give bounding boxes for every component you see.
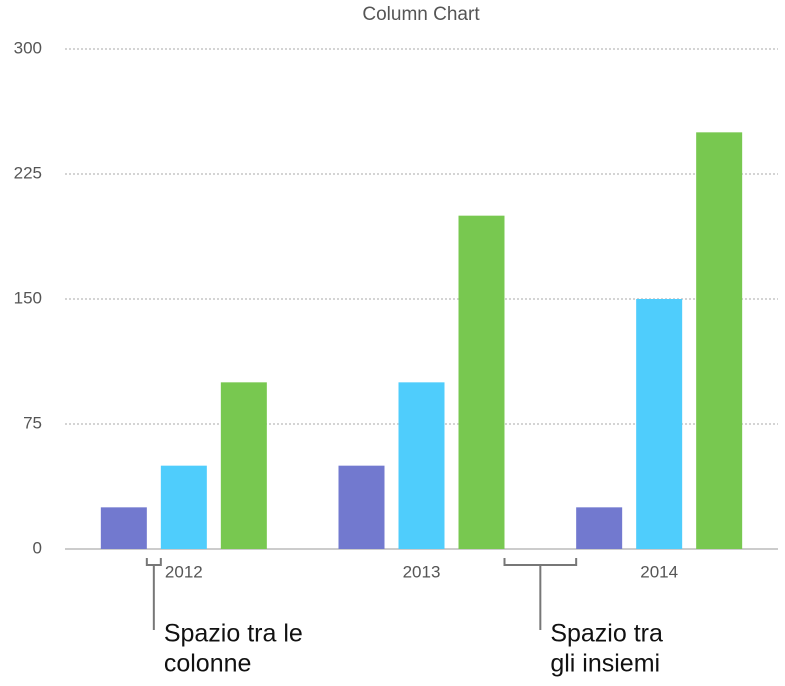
bar [696, 132, 743, 550]
annotation-text: gli insiemi [550, 650, 660, 678]
annotation-text: Spazio tra le [164, 620, 303, 648]
bar [458, 215, 505, 549]
x-tick-label: 2012 [165, 562, 203, 581]
chart-title: Column Chart [362, 4, 480, 25]
x-tick-label: 2013 [403, 562, 441, 581]
y-tick-label: 300 [14, 38, 42, 57]
bar [160, 465, 207, 549]
y-tick-label: 150 [14, 288, 42, 307]
y-tick-label: 0 [33, 538, 42, 557]
bar [220, 382, 267, 549]
bar [398, 382, 445, 549]
bar [576, 507, 623, 549]
annotation-text: Spazio tra [550, 620, 663, 648]
bar [100, 507, 147, 549]
bar [636, 299, 683, 549]
x-tick-label: 2014 [640, 562, 678, 581]
annotation-bracket [503, 558, 578, 630]
annotation-text: colonne [164, 650, 252, 678]
y-tick-label: 225 [14, 163, 42, 182]
y-tick-label: 75 [23, 413, 42, 432]
annotation-bracket [145, 558, 162, 630]
bar [338, 465, 385, 549]
